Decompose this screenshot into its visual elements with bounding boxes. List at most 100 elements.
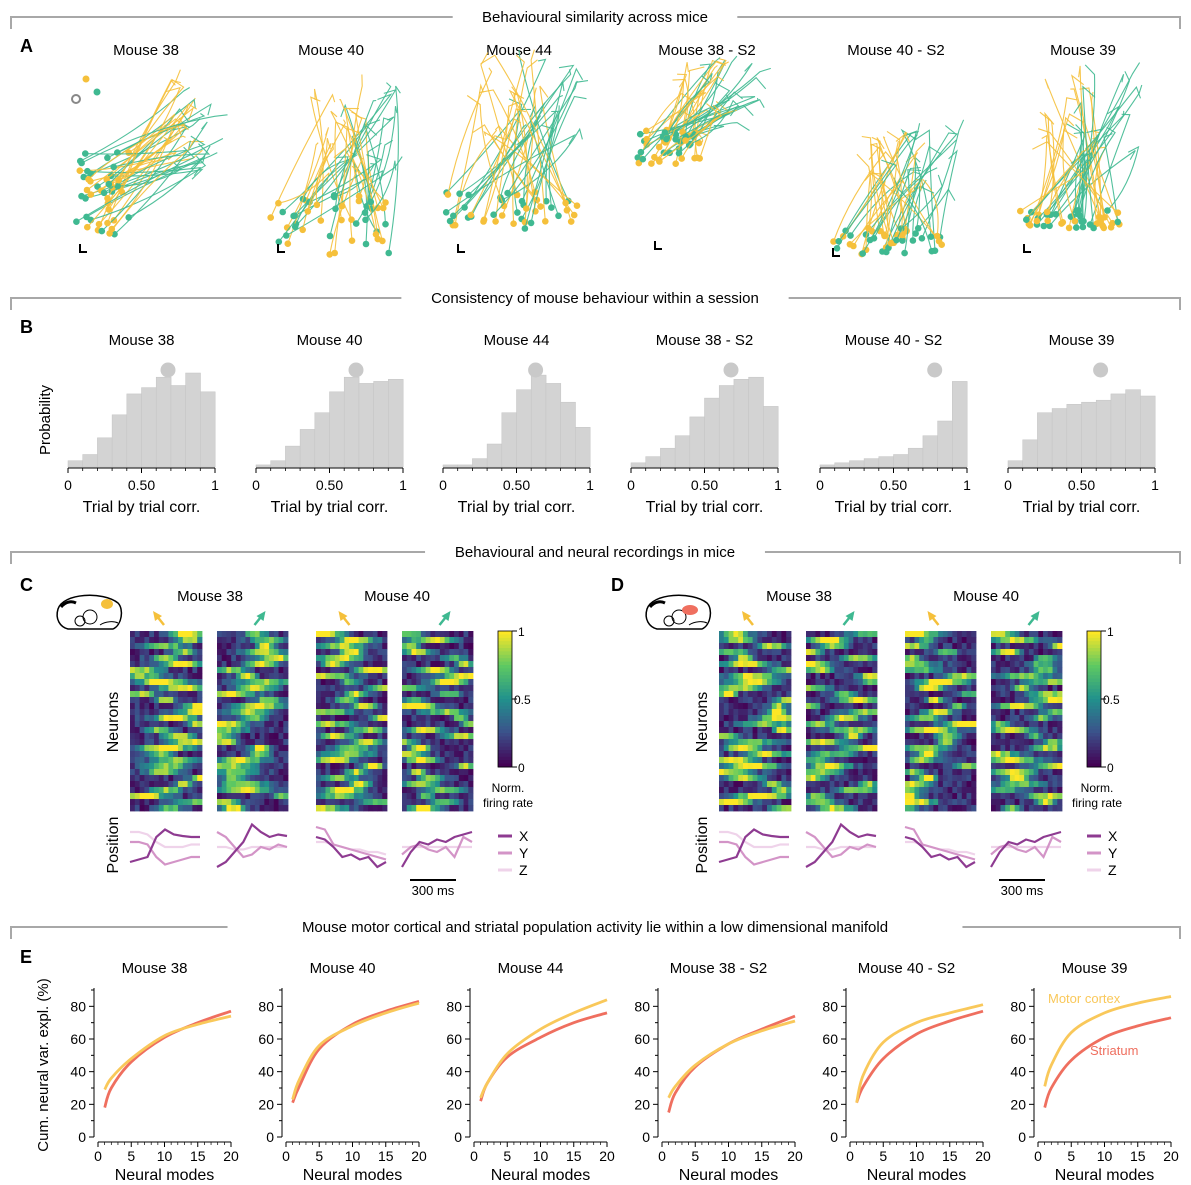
heatmap-cell <box>1043 715 1049 722</box>
heatmap-cell <box>1033 799 1039 806</box>
heatmap-cell <box>848 643 854 650</box>
heatmap-cell <box>843 649 849 656</box>
heatmap-cell <box>719 763 725 770</box>
trajectory-endpoint <box>542 218 549 225</box>
heatmap-cell <box>971 745 977 752</box>
heatmap-cell <box>914 733 920 740</box>
colorbar-step <box>1087 631 1101 635</box>
heatmap-cell <box>240 721 246 728</box>
trajectory-endpoint <box>442 209 450 216</box>
heatmap-cell <box>334 805 341 812</box>
heatmap-cell <box>786 715 792 722</box>
trajectory-yellow <box>452 83 484 226</box>
heatmap-cell <box>449 805 455 812</box>
heatmap-cell <box>867 787 873 794</box>
heatmap-cell <box>853 661 859 668</box>
heatmap-cell <box>411 727 417 734</box>
heatmap-cell <box>139 745 145 752</box>
heatmap-cell <box>316 793 322 800</box>
colorbar-step <box>498 722 512 727</box>
heatmap-cell <box>163 673 169 680</box>
heatmap-cell <box>245 643 251 650</box>
y-tick-label: 0 <box>78 1129 86 1145</box>
colorbar-step <box>1087 661 1101 666</box>
heatmap-cell <box>952 643 958 650</box>
heatmap-cell <box>938 685 944 692</box>
panel-A-title: Mouse 38 <box>113 42 179 59</box>
heatmap-cell <box>273 739 279 746</box>
heatmap-cell <box>723 775 729 782</box>
heatmap-cell <box>454 673 460 680</box>
heatmap-cell <box>752 733 758 740</box>
heatmap-cell <box>173 631 179 638</box>
heatmap-cell <box>781 697 787 704</box>
heatmap-cell <box>173 727 179 734</box>
heatmap-cell <box>952 727 958 734</box>
heatmap-cell <box>316 781 322 788</box>
heatmap-cell <box>449 757 455 764</box>
heatmap-cell <box>368 649 374 656</box>
heatmap-cell <box>728 655 734 662</box>
neural-heatmap <box>719 631 792 812</box>
heatmap-cell <box>235 799 242 806</box>
heatmap-cell <box>938 727 944 734</box>
heatmap-cell <box>235 733 242 740</box>
heatmap-cell <box>853 781 859 788</box>
heatmap-cell <box>1024 685 1030 692</box>
heatmap-cell <box>723 679 729 686</box>
heatmap-cell <box>995 715 1001 722</box>
heatmap-cell <box>933 739 939 746</box>
heatmap-cell <box>420 727 427 734</box>
heatmap-cell <box>771 649 777 656</box>
heatmap-cell <box>420 679 427 686</box>
heatmap-cell <box>824 715 831 722</box>
heatmap-cell <box>762 703 768 710</box>
heatmap-cell <box>273 649 279 656</box>
colorbar-step <box>498 644 512 649</box>
heatmap-cell <box>430 757 436 764</box>
heatmap-cell <box>349 763 355 770</box>
heatmap-cell <box>914 637 920 644</box>
heatmap-cell <box>971 757 977 764</box>
heatmap-cell <box>416 799 422 806</box>
colorbar-step <box>1087 753 1101 758</box>
heatmap-cell <box>320 631 326 638</box>
heatmap-cell <box>728 745 734 752</box>
trajectory-yellow <box>1084 143 1105 228</box>
heatmap-cell <box>320 649 326 656</box>
heatmap-cell <box>158 643 164 650</box>
x-tick-label: 0 <box>282 1148 290 1164</box>
heatmap-cell <box>966 799 972 806</box>
trajectory-endpoint <box>672 136 679 143</box>
heatmap-cell <box>719 703 725 710</box>
heatmap-cell <box>1043 631 1049 638</box>
heatmap-cell <box>1057 751 1063 758</box>
x-tick-label: 15 <box>190 1148 206 1164</box>
trajectory-yellow <box>659 103 723 162</box>
heatmap-cell <box>463 787 469 794</box>
heatmap-cell <box>747 739 753 746</box>
heatmap-cell <box>862 793 868 800</box>
heatmap-cell <box>781 721 787 728</box>
heatmap-cell <box>139 727 145 734</box>
heatmap-cell <box>454 727 460 734</box>
heatmap-cell <box>463 739 469 746</box>
heatmap-cell <box>334 781 341 788</box>
heatmap-cell <box>158 685 164 692</box>
heatmap-cell <box>144 745 150 752</box>
heatmap-cell <box>368 775 374 782</box>
heatmap-cell <box>363 787 369 794</box>
heatmap-cell <box>914 715 920 722</box>
heatmap-cell <box>1009 703 1016 710</box>
heatmap-cell <box>406 637 412 644</box>
heatmap-cell <box>382 787 388 794</box>
heatmap-cell <box>254 763 260 770</box>
heatmap-cell <box>1009 631 1016 638</box>
heatmap-cell <box>853 667 859 674</box>
heatmap-cell <box>867 691 873 698</box>
heatmap-cell <box>425 631 431 638</box>
heatmap-cell <box>733 745 739 752</box>
heatmap-cell <box>411 679 417 686</box>
heatmap-cell <box>197 739 203 746</box>
